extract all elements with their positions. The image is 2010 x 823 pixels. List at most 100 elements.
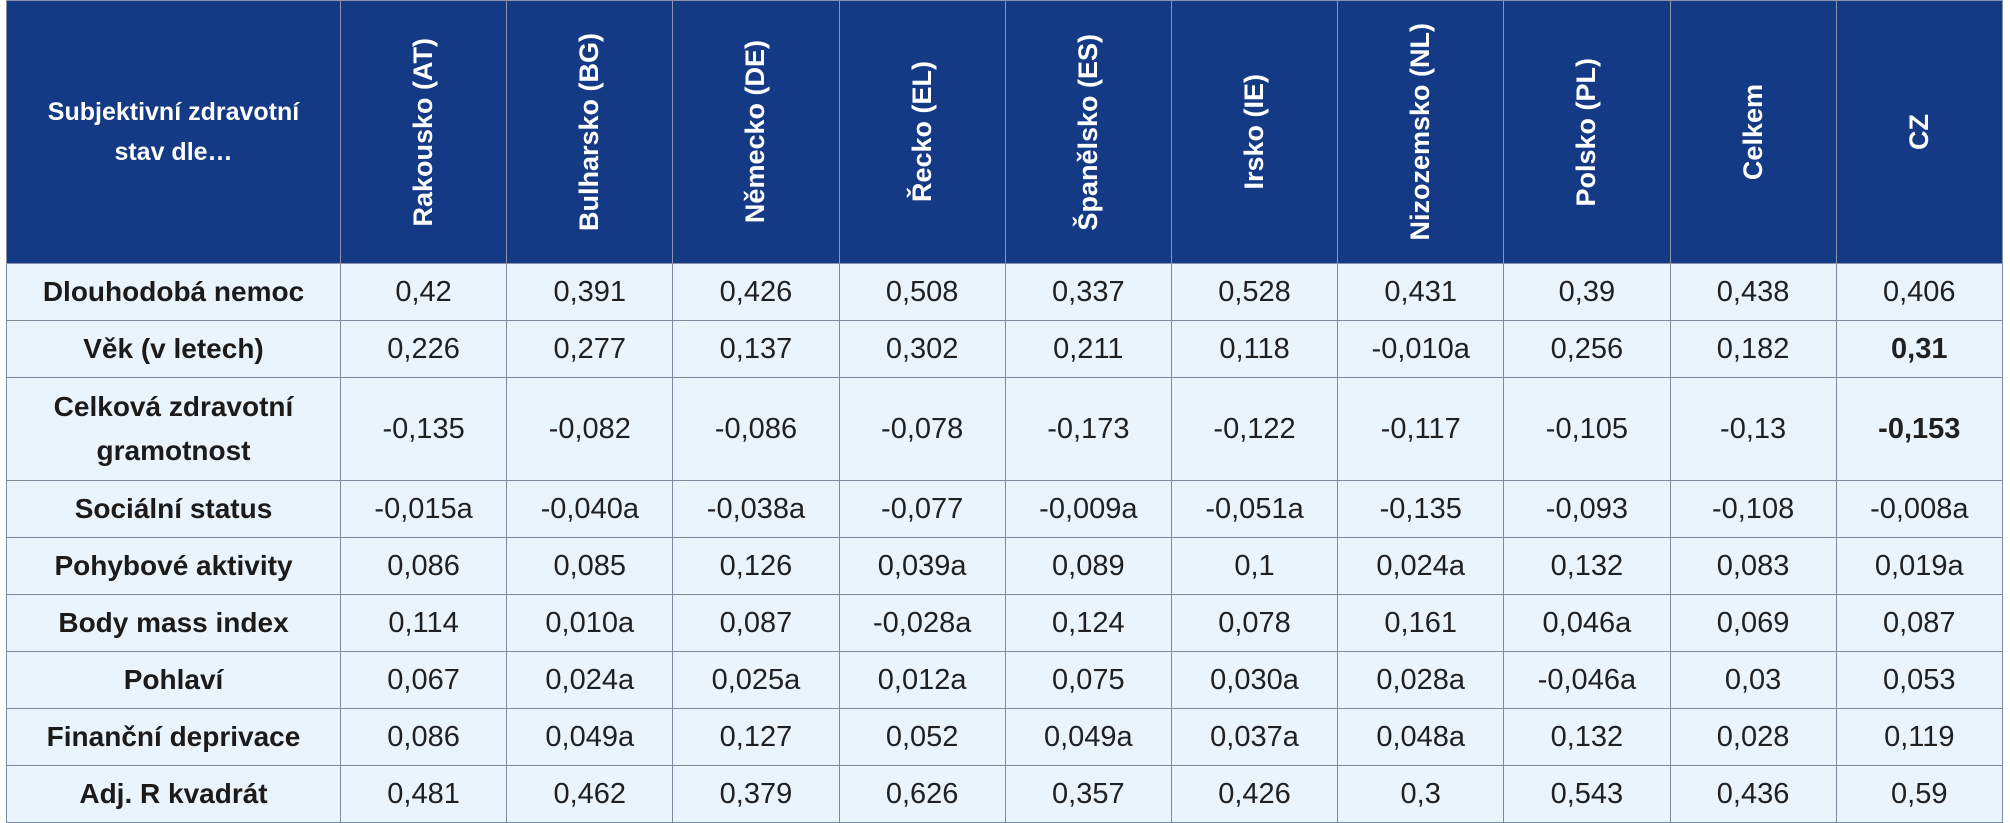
table-cell: -0,038a bbox=[672, 480, 840, 538]
table-cell: -0,173 bbox=[1004, 377, 1172, 481]
table-cell: 0,182 bbox=[1669, 320, 1837, 378]
table-cell: 0,302 bbox=[838, 320, 1006, 378]
table-row: Body mass index 0,114 0,010a 0,087 -0,02… bbox=[6, 594, 2003, 652]
table-cell: 0,069 bbox=[1669, 594, 1837, 652]
table-cell: 0,431 bbox=[1337, 263, 1505, 321]
table-cell: 0,132 bbox=[1503, 537, 1671, 595]
column-header: Celkem bbox=[1669, 0, 1837, 264]
table-cell: 0,3 bbox=[1337, 765, 1505, 823]
regression-table: Subjektivní zdravotní stav dle… Rakousko… bbox=[6, 0, 2003, 823]
table-cell: 0,126 bbox=[672, 537, 840, 595]
table-cell: 0,426 bbox=[672, 263, 840, 321]
table-cell: 0,42 bbox=[339, 263, 508, 321]
table-cell: -0,086 bbox=[672, 377, 840, 481]
table-cell: 0,086 bbox=[339, 537, 508, 595]
table-cell: 0,053 bbox=[1835, 651, 2003, 709]
table-cell: 0,039a bbox=[838, 537, 1006, 595]
column-header: Rakousko (AT) bbox=[339, 0, 508, 264]
table-cell-highlighted: 0,31 bbox=[1835, 320, 2003, 378]
table-cell: -0,082 bbox=[506, 377, 674, 481]
table-cell: 0,024a bbox=[506, 651, 674, 709]
table-cell: -0,078 bbox=[838, 377, 1006, 481]
row-label: Adj. R kvadrát bbox=[6, 765, 341, 823]
row-label: Sociální status bbox=[6, 480, 341, 538]
table-cell: 0,626 bbox=[838, 765, 1006, 823]
table-cell: -0,105 bbox=[1503, 377, 1671, 481]
column-header-label: Irsko (IE) bbox=[1239, 74, 1270, 190]
column-header: Nizozemsko (NL) bbox=[1337, 0, 1505, 264]
table-cell: 0,046a bbox=[1503, 594, 1671, 652]
row-label: Body mass index bbox=[6, 594, 341, 652]
table-cell: 0,037a bbox=[1170, 708, 1339, 766]
table-cell: 0,024a bbox=[1337, 537, 1505, 595]
table-row: Věk (v letech) 0,226 0,277 0,137 0,302 0… bbox=[6, 320, 2003, 378]
column-header: Polsko (PL) bbox=[1503, 0, 1671, 264]
table-cell: -0,009a bbox=[1004, 480, 1172, 538]
table-row: Sociální status -0,015a -0,040a -0,038a … bbox=[6, 480, 2003, 538]
table-cell: 0,256 bbox=[1503, 320, 1671, 378]
table-cell: -0,010a bbox=[1337, 320, 1505, 378]
row-label: Finanční deprivace bbox=[6, 708, 341, 766]
column-header: Španělsko (ES) bbox=[1004, 0, 1172, 264]
table-cell: -0,028a bbox=[838, 594, 1006, 652]
row-label: Pohlaví bbox=[6, 651, 341, 709]
table-cell: 0,39 bbox=[1503, 263, 1671, 321]
column-header: Bulharsko (BG) bbox=[506, 0, 674, 264]
table-cell: -0,122 bbox=[1170, 377, 1339, 481]
table-cell: 0,379 bbox=[672, 765, 840, 823]
table-cell: -0,077 bbox=[838, 480, 1006, 538]
table-cell: 0,426 bbox=[1170, 765, 1339, 823]
table-cell: -0,051a bbox=[1170, 480, 1339, 538]
table-row: Adj. R kvadrát 0,481 0,462 0,379 0,626 0… bbox=[6, 765, 2003, 823]
column-header-label: CZ bbox=[1903, 114, 1934, 150]
table-cell: 0,086 bbox=[339, 708, 508, 766]
row-label: Celková zdravotní gramotnost bbox=[6, 377, 341, 481]
table-cell: 0,03 bbox=[1669, 651, 1837, 709]
table-cell: 0,528 bbox=[1170, 263, 1339, 321]
column-header-label: Německo (DE) bbox=[740, 40, 771, 224]
row-label: Pohybové aktivity bbox=[6, 537, 341, 595]
table-cell: 0,019a bbox=[1835, 537, 2003, 595]
table-cell: 0,089 bbox=[1004, 537, 1172, 595]
table-cell: 0,124 bbox=[1004, 594, 1172, 652]
table-cell: 0,132 bbox=[1503, 708, 1671, 766]
table-cell: 0,481 bbox=[339, 765, 508, 823]
table-row: Celková zdravotní gramotnost -0,135 -0,0… bbox=[6, 377, 2003, 481]
table-cell: 0,137 bbox=[672, 320, 840, 378]
corner-header: Subjektivní zdravotní stav dle… bbox=[6, 0, 341, 264]
table-cell: 0,085 bbox=[506, 537, 674, 595]
table-cell: -0,046a bbox=[1503, 651, 1671, 709]
table-cell: 0,012a bbox=[838, 651, 1006, 709]
table-cell: 0,438 bbox=[1669, 263, 1837, 321]
table-cell: 0,337 bbox=[1004, 263, 1172, 321]
table-cell: 0,114 bbox=[339, 594, 508, 652]
table-cell: 0,462 bbox=[506, 765, 674, 823]
table-cell: 0,436 bbox=[1669, 765, 1837, 823]
table-cell: -0,015a bbox=[339, 480, 508, 538]
table-cell: 0,049a bbox=[1004, 708, 1172, 766]
table-cell: 0,078 bbox=[1170, 594, 1339, 652]
table-cell: 0,161 bbox=[1337, 594, 1505, 652]
table-cell: 0,067 bbox=[339, 651, 508, 709]
table-cell: 0,030a bbox=[1170, 651, 1339, 709]
table-cell: 0,049a bbox=[506, 708, 674, 766]
row-label: Věk (v letech) bbox=[6, 320, 341, 378]
column-header: Irsko (IE) bbox=[1170, 0, 1339, 264]
table-cell: 0,052 bbox=[838, 708, 1006, 766]
table-cell: 0,59 bbox=[1835, 765, 2003, 823]
table-cell: 0,508 bbox=[838, 263, 1006, 321]
column-header-label: Celkem bbox=[1737, 83, 1768, 181]
table-cell: 0,127 bbox=[672, 708, 840, 766]
column-header: Německo (DE) bbox=[672, 0, 840, 264]
column-header-label: Rakousko (AT) bbox=[408, 37, 439, 227]
table-cell: 0,1 bbox=[1170, 537, 1339, 595]
table-cell: 0,357 bbox=[1004, 765, 1172, 823]
column-header-label: Řecko (EL) bbox=[906, 61, 937, 203]
column-header: CZ bbox=[1835, 0, 2003, 264]
table-cell-highlighted: -0,153 bbox=[1835, 377, 2003, 481]
table-row: Pohybové aktivity 0,086 0,085 0,126 0,03… bbox=[6, 537, 2003, 595]
table-row: Dlouhodobá nemoc 0,42 0,391 0,426 0,508 … bbox=[6, 263, 2003, 321]
table-cell: 0,075 bbox=[1004, 651, 1172, 709]
header-row: Subjektivní zdravotní stav dle… Rakousko… bbox=[6, 0, 2003, 264]
column-header: Řecko (EL) bbox=[838, 0, 1006, 264]
